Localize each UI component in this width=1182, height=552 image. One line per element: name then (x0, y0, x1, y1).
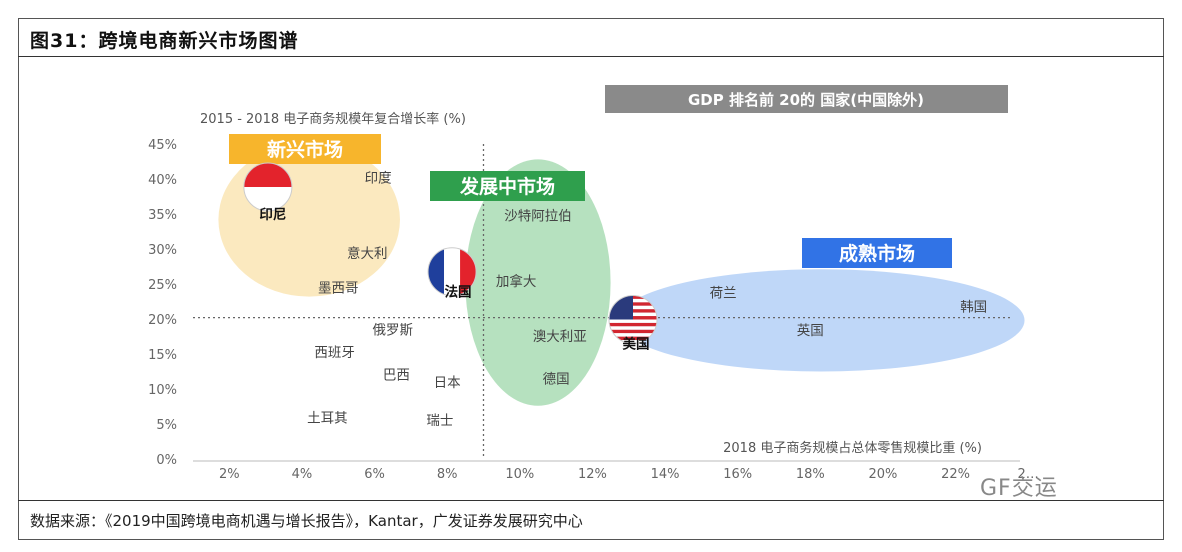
y-tick-label: 25% (148, 278, 177, 293)
chart-title-banner (605, 85, 1008, 113)
cluster-label-1: 发展中市场 (459, 175, 555, 198)
country-label: 西班牙 (314, 345, 355, 361)
source-note: 数据来源：《2019中国跨境电商机遇与增长报告》，Kantar，广发证券发展研究… (30, 512, 583, 530)
figure-frame (18, 18, 1164, 540)
y-tick-label: 10% (148, 383, 177, 398)
cluster-label-box-0 (229, 134, 381, 164)
country-label: 印度 (365, 171, 392, 187)
y-tick-label: 5% (156, 418, 177, 433)
cluster-ellipse-0 (218, 142, 400, 297)
country-label: 德国 (543, 372, 570, 388)
y-tick-label: 40% (148, 173, 177, 188)
country-label: 加拿大 (496, 273, 537, 290)
country-label: 荷兰 (710, 285, 737, 301)
country-label: 墨西哥 (318, 281, 359, 297)
figure-title: 图31：跨境电商新兴市场图谱 (30, 30, 299, 52)
x-tick-label: 20% (868, 467, 897, 482)
country-label: 英国 (797, 322, 824, 339)
country-label: 意大利 (347, 245, 388, 262)
y-tick-label: 45% (148, 138, 177, 153)
country-label: 法国 (445, 284, 472, 301)
y-tick-label: 20% (148, 313, 177, 328)
cluster-ellipse-2 (617, 269, 1025, 372)
bottom-rule (18, 500, 1164, 501)
france-flag-icon (428, 247, 477, 296)
country-label: 土耳其 (307, 411, 348, 427)
indonesia-flag-border (243, 162, 293, 212)
watermark-text: GF交运 (980, 476, 1058, 501)
x-tick-label: 12% (578, 467, 607, 482)
country-label: 瑞士 (426, 413, 453, 429)
country-label: 俄罗斯 (372, 323, 413, 339)
x-tick-label: 6% (364, 467, 385, 482)
y-tick-label: 0% (156, 453, 177, 468)
x-tick-label: 4% (292, 467, 313, 482)
country-label: 澳大利亚 (533, 329, 587, 345)
y-tick-label: 15% (148, 348, 177, 363)
x-tick-label: 2% (219, 467, 240, 482)
x-tick-label: 18% (796, 467, 825, 482)
cluster-label-2: 成熟市场 (839, 242, 915, 265)
y-tick-label: 30% (148, 243, 177, 258)
x-tick-label: 2… (1018, 467, 1039, 482)
france-flag-border (427, 247, 477, 297)
usa-flag-icon (608, 295, 657, 344)
usa-flag-border (608, 295, 658, 344)
country-label: 美国 (622, 336, 649, 353)
y-tick-label: 35% (148, 208, 177, 223)
x-tick-label: 22% (941, 467, 970, 482)
x-tick-label: 10% (505, 467, 534, 482)
x-tick-label: 14% (651, 467, 680, 482)
cluster-label-box-1 (430, 171, 585, 201)
x-axis-label: 2018 电子商务规模占总体零售规模比重 (%) (723, 440, 982, 456)
x-tick-label: 8% (437, 467, 458, 482)
y-axis-label: 2015 - 2018 电子商务规模年复合增长率 (%) (200, 111, 466, 127)
cluster-label-box-2 (802, 238, 952, 268)
cluster-label-0: 新兴市场 (267, 138, 343, 161)
country-label: 日本 (434, 375, 461, 391)
country-label: 印尼 (259, 206, 286, 223)
country-label: 韩国 (960, 299, 987, 315)
top-rule (18, 56, 1164, 57)
cluster-ellipse-1 (465, 159, 611, 406)
country-label: 巴西 (383, 367, 410, 383)
chart-title: GDP 排名前 20的 国家(中国除外) (688, 91, 924, 109)
country-label: 沙特阿拉伯 (504, 208, 572, 224)
x-tick-label: 16% (723, 467, 752, 482)
